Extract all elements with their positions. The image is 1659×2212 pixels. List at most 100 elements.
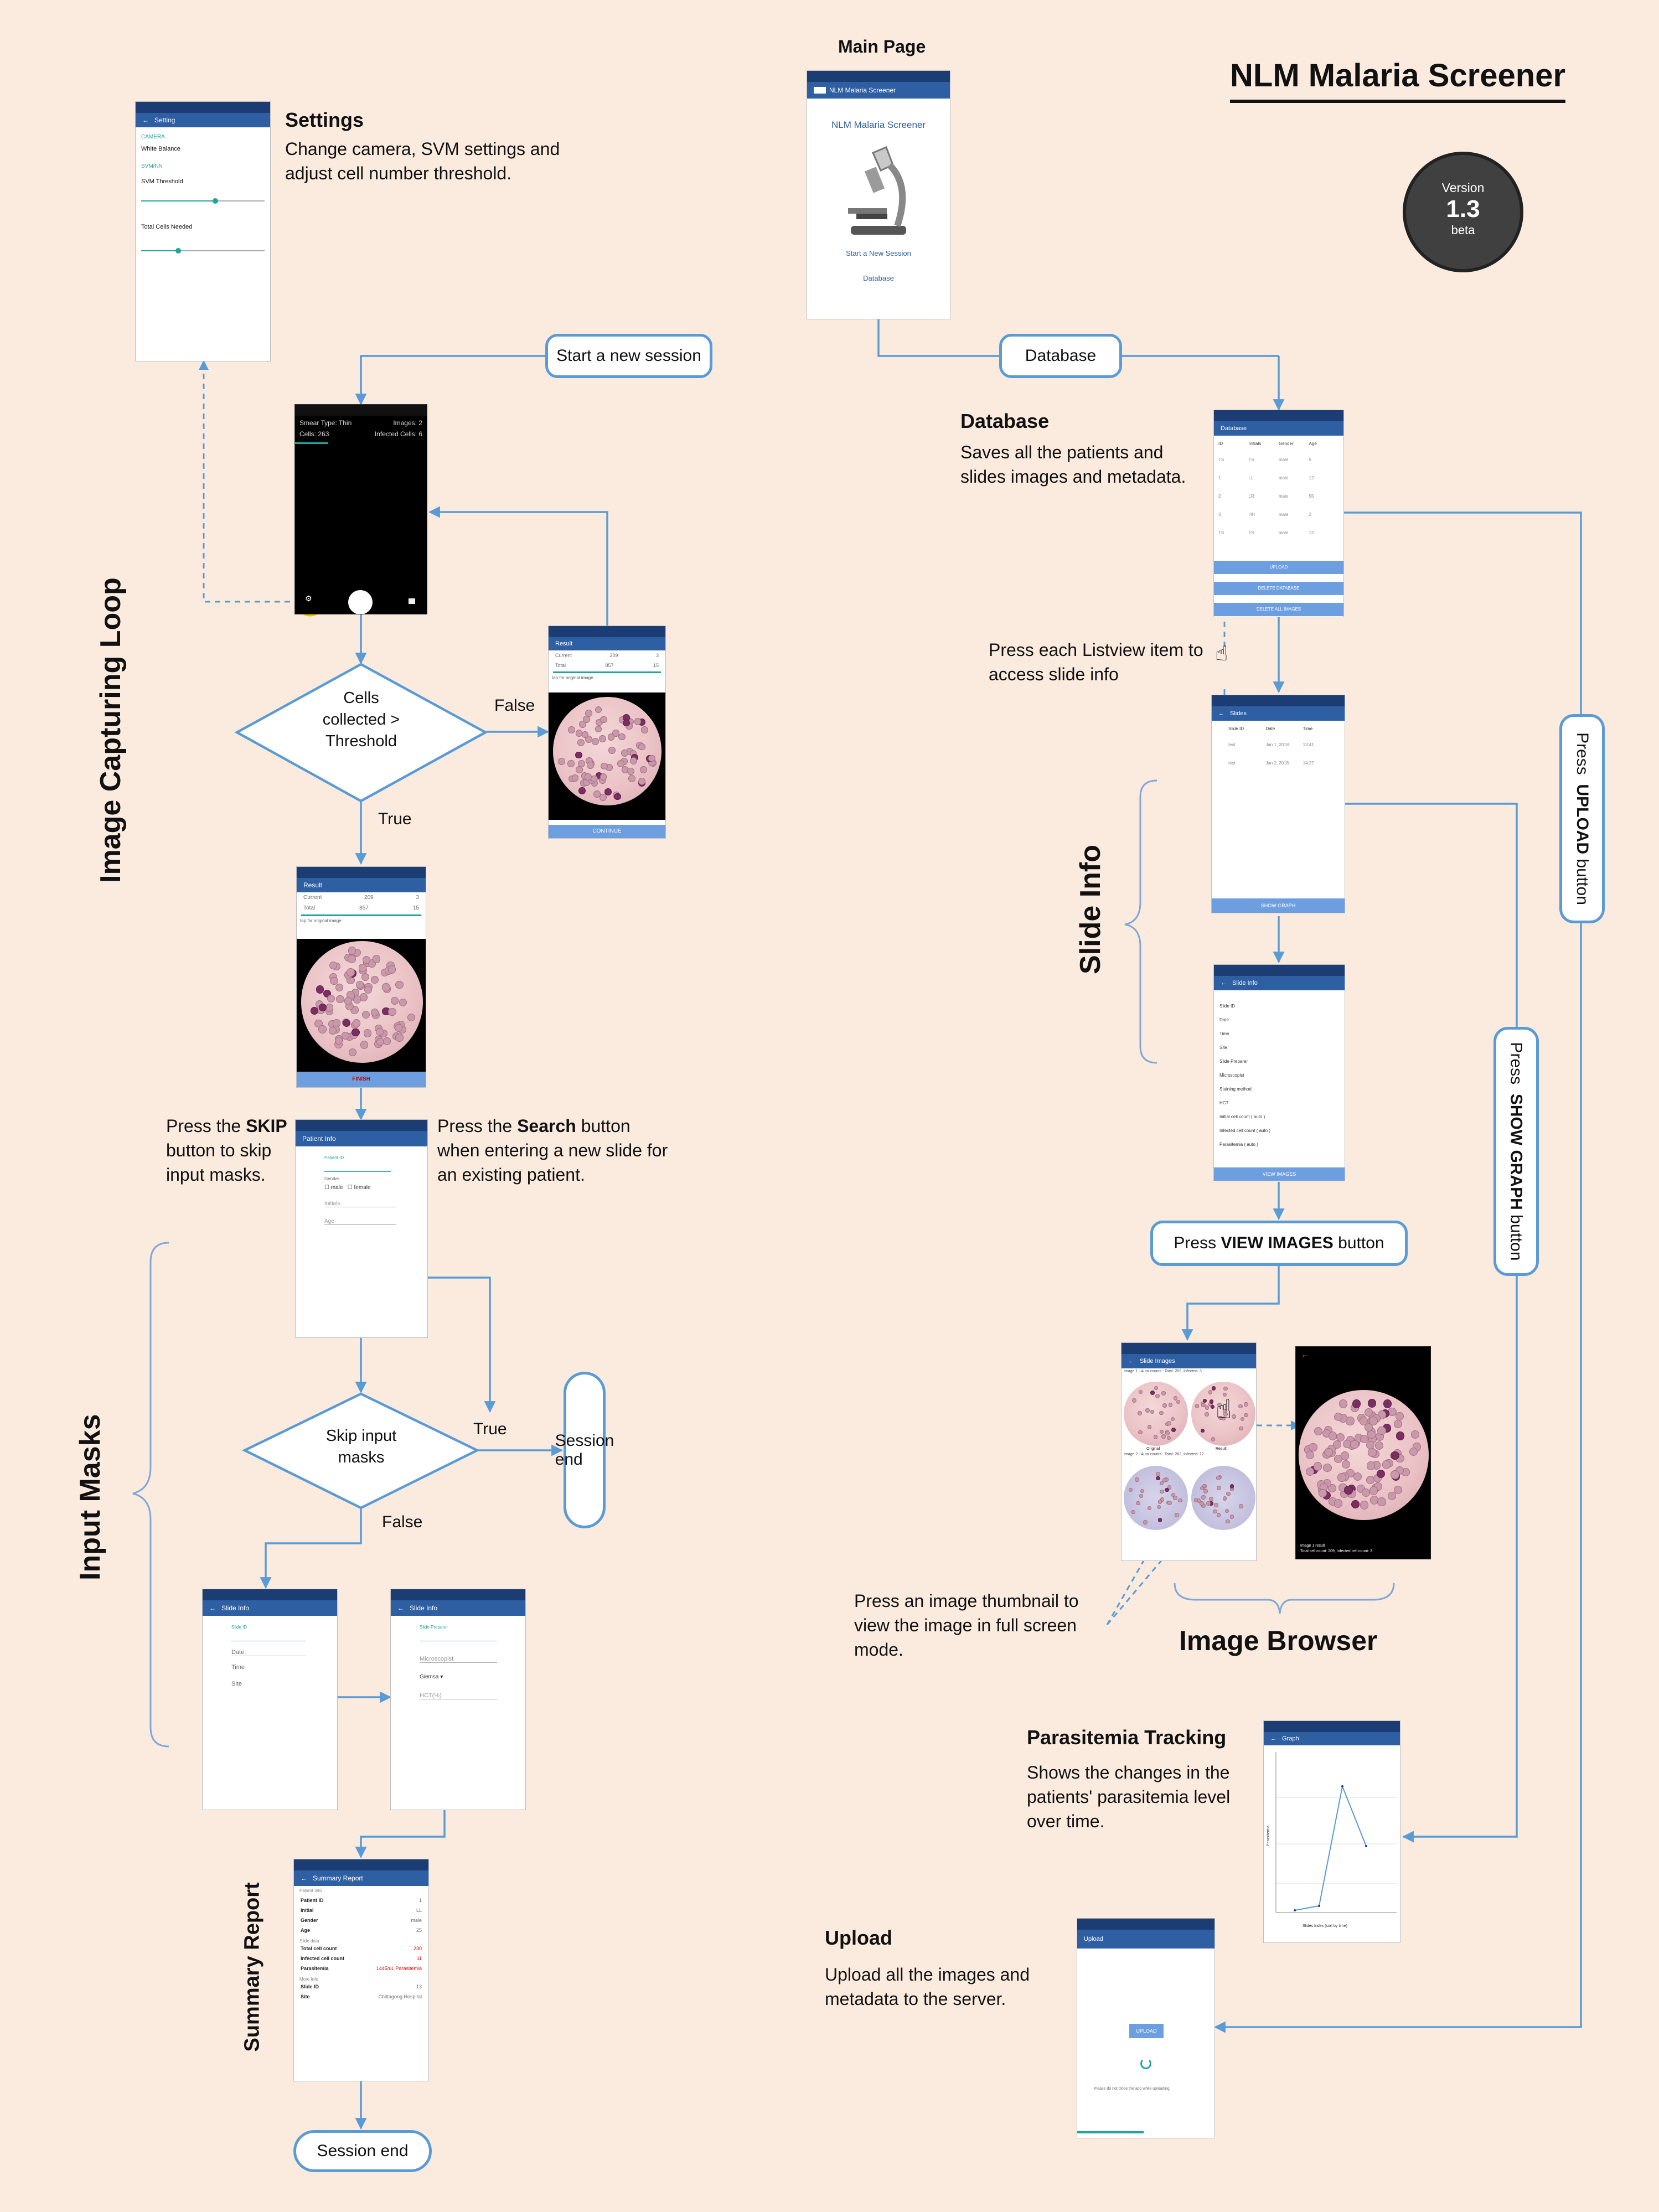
database-link[interactable]: Database	[863, 274, 894, 282]
blood-cell	[1156, 1471, 1160, 1476]
site-field[interactable]: Site	[231, 1681, 242, 1687]
male-checkbox[interactable]: ☐ male	[324, 1185, 343, 1191]
stain-select[interactable]: Giemsa ▾	[420, 1674, 525, 1680]
blood-smear-image[interactable]	[301, 941, 423, 1063]
blood-smear-image[interactable]	[553, 697, 661, 805]
list-item: Initial LL	[294, 1905, 428, 1915]
upload-button[interactable]: UPLOAD	[1214, 561, 1343, 574]
current-label-1: Current	[555, 653, 572, 658]
upload-action-button[interactable]: UPLOAD	[1129, 2024, 1164, 2038]
thumbnail-result-2[interactable]	[1191, 1466, 1255, 1530]
shutter-button[interactable]	[348, 590, 373, 614]
thumbnail-original-2[interactable]	[1124, 1466, 1188, 1530]
svm-threshold-slider[interactable]	[141, 198, 265, 204]
slide-id-field[interactable]: Slide ID	[231, 1625, 306, 1641]
blood-cell	[1211, 1437, 1216, 1441]
delete-database-button[interactable]: DELETE DATABASE	[1214, 582, 1343, 595]
back-icon[interactable]: ←	[1221, 980, 1227, 986]
blood-cell	[328, 1026, 337, 1035]
blood-cell	[1344, 1486, 1353, 1495]
blood-cell	[407, 1013, 416, 1022]
back-icon[interactable]: ←	[1301, 1350, 1309, 1359]
table-row[interactable]: 1 LL male 12	[1218, 469, 1339, 487]
session-end-vertical-text: Session end	[555, 1431, 614, 1469]
blood-cell	[648, 754, 656, 762]
slides-table: Slide ID Date Time test Jan 1, 2018 13:41 test…	[1212, 721, 1345, 772]
settings-gear-icon[interactable]: ⚙	[305, 594, 312, 603]
white-balance-item[interactable]: White Balance	[141, 146, 180, 152]
back-icon[interactable]: ←	[397, 1604, 404, 1612]
show-graph-label-pre: Press	[1507, 1042, 1526, 1089]
table-row[interactable]: test Jan 2, 2018 14:27	[1228, 754, 1340, 772]
back-icon[interactable]: ←	[1270, 1735, 1276, 1742]
fullscreen-caption-1: Image 1 result	[1300, 1544, 1325, 1548]
total-label-1: Total	[555, 663, 566, 668]
blood-cell	[638, 743, 646, 751]
slide-preparer-field[interactable]: Slide Preparer	[420, 1625, 497, 1641]
slide-info-row-label: Slide ID	[1219, 1004, 1236, 1009]
back-icon[interactable]: ←	[142, 116, 149, 124]
blood-cell	[571, 774, 579, 782]
blood-cell	[1217, 1402, 1222, 1407]
age-field[interactable]: Age	[324, 1218, 396, 1225]
table-cell: TS	[1248, 530, 1254, 535]
upload-label-post: button	[1573, 854, 1592, 905]
image-browser-title: Image Browser	[1179, 1625, 1378, 1656]
blood-cell	[1377, 1497, 1386, 1506]
back-icon[interactable]: ←	[1128, 1358, 1134, 1365]
list-item: Parasitemia 1445/uL Parasitemia	[294, 1963, 428, 1973]
back-icon[interactable]: ←	[1218, 710, 1224, 717]
table-row[interactable]: 2 LR male 55	[1218, 487, 1339, 505]
slide-info-form-2: ← Slide Info Slide Preparer Microscopist …	[390, 1589, 526, 1810]
blood-cell	[1238, 1404, 1243, 1409]
female-checkbox[interactable]: ☐ female	[347, 1185, 371, 1191]
search-note-post: button when entering a new slide for an …	[437, 1116, 668, 1185]
table-row[interactable]: 3 HH male 2	[1218, 505, 1339, 524]
finish-button[interactable]: FINISH	[297, 1072, 426, 1087]
blood-cell	[1369, 1486, 1378, 1495]
show-graph-button[interactable]: SHOW GRAPH	[1212, 898, 1345, 913]
main-page-caption: Main Page	[838, 37, 926, 56]
blood-cell	[1131, 1510, 1135, 1515]
back-icon[interactable]: ←	[209, 1604, 216, 1612]
connector	[1213, 511, 1582, 2033]
blood-cell	[329, 961, 338, 970]
blood-cell	[318, 1025, 327, 1033]
blood-cell	[627, 768, 634, 776]
back-icon[interactable]: ←	[301, 1874, 307, 1882]
slide-images-title: Slide Images	[1140, 1358, 1175, 1365]
table-row[interactable]: TS TS male 5	[1218, 451, 1339, 469]
view-images-button[interactable]: VIEW IMAGES	[1214, 1167, 1345, 1181]
table-cell: Date	[1265, 726, 1275, 731]
thumbnail-result-1[interactable]	[1191, 1382, 1255, 1446]
blood-cell	[1201, 1495, 1206, 1500]
blood-cell	[638, 778, 645, 785]
blood-cell	[1200, 1501, 1204, 1506]
start-new-session-link[interactable]: Start a New Session	[846, 249, 911, 257]
date-field[interactable]: Date	[231, 1649, 306, 1656]
continue-button[interactable]: CONTINUE	[549, 825, 665, 838]
blood-cell	[1224, 1508, 1229, 1513]
parasitemia-series	[1294, 1784, 1367, 1911]
slide-info-row: Slide Preparer	[1214, 1055, 1345, 1068]
blood-cell	[1341, 1460, 1350, 1469]
delete-all-images-button[interactable]: DELETE ALL IMAGES	[1214, 603, 1343, 616]
microscopist-field[interactable]: Microscopist	[420, 1656, 497, 1663]
table-row[interactable]: TS TS male 12	[1218, 524, 1339, 542]
slide-info-screen-title: Slide Info	[1232, 980, 1258, 986]
settings-title: Settings	[285, 108, 364, 131]
hct-field[interactable]: HCT(%)	[420, 1692, 497, 1699]
row-value: LL	[416, 1908, 422, 1913]
blood-cell	[1367, 1430, 1376, 1439]
gallery-icon[interactable]	[409, 598, 415, 604]
blood-cell	[1132, 1398, 1136, 1403]
table-row[interactable]: test Jan 1, 2018 13:41	[1228, 736, 1340, 754]
patient-id-field[interactable]: Patient ID	[324, 1155, 391, 1172]
thumbnail-original-1[interactable]	[1124, 1382, 1188, 1446]
total-cells-slider[interactable]	[141, 248, 265, 254]
blood-cell	[585, 773, 592, 781]
summary-report-title: Summary Report	[240, 1882, 264, 2052]
time-field[interactable]: Time	[231, 1664, 245, 1671]
blood-cell	[1340, 1451, 1350, 1460]
initials-field[interactable]: Initials	[324, 1201, 396, 1207]
